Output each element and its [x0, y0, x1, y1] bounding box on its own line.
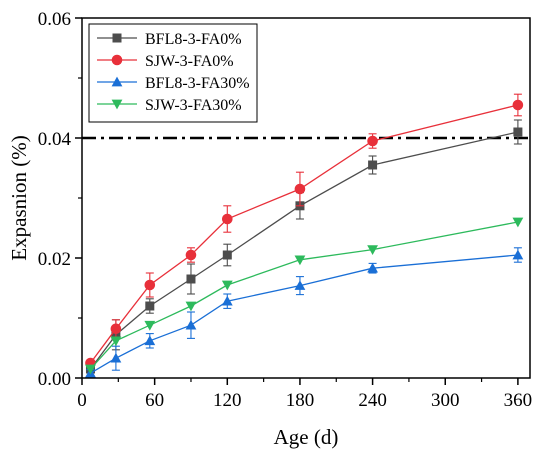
y-tick-label: 0.06 — [38, 9, 71, 30]
data-point — [294, 255, 306, 266]
x-tick-label: 300 — [431, 390, 460, 411]
data-point — [144, 320, 156, 331]
data-point — [512, 99, 524, 111]
legend-marker — [111, 54, 123, 66]
x-tick-label: 180 — [286, 390, 315, 411]
data-point — [294, 183, 306, 195]
series-1 — [85, 93, 524, 369]
legend: BFL8-3-FA0% SJW-3-FA0% BFL8-3-FA30% SJW-3-F… — [88, 23, 258, 123]
legend-label: SJW-3-FA0% — [145, 53, 234, 70]
data-point — [294, 280, 306, 290]
series-line — [89, 104, 519, 364]
data-point — [144, 335, 156, 346]
axis-ticks: 0 60 120 180 240 300 360 0.00 0.02 0.04 0.06 — [38, 9, 532, 411]
legend-marker — [111, 76, 123, 87]
data-point — [185, 301, 197, 312]
data-point — [222, 250, 232, 260]
series-3 — [85, 217, 524, 375]
plot-area — [82, 93, 530, 378]
data-point — [513, 127, 523, 137]
y-tick-label: 0.04 — [38, 129, 72, 150]
data-point — [512, 217, 524, 228]
data-point — [367, 262, 378, 273]
data-point — [186, 274, 196, 284]
data-point — [367, 245, 378, 255]
data-point — [221, 280, 233, 291]
data-point — [144, 279, 156, 291]
data-point — [185, 319, 197, 330]
legend-label: SJW-3-FA30% — [145, 97, 242, 114]
data-point — [368, 160, 378, 170]
data-point — [221, 213, 233, 225]
data-point — [221, 295, 233, 306]
data-point — [185, 249, 197, 261]
series-line — [90, 254, 518, 374]
series-line — [89, 131, 519, 370]
y-tick-label: 0.02 — [38, 249, 71, 270]
x-tick-label: 240 — [358, 390, 387, 411]
data-point — [512, 249, 524, 260]
x-tick-label: 360 — [504, 390, 533, 411]
legend-marker — [112, 33, 122, 43]
x-axis-title: Age (d) — [274, 425, 339, 449]
data-point — [367, 135, 378, 147]
series-0 — [85, 119, 523, 374]
data-point — [110, 323, 122, 335]
y-axis-title: Expasnion (%) — [7, 135, 31, 260]
data-point — [85, 364, 96, 375]
series-line — [89, 221, 519, 370]
legend-marker — [111, 99, 123, 110]
legend-label: BFL8-3-FA30% — [145, 75, 250, 92]
x-tick-label: 60 — [145, 390, 164, 411]
data-point — [110, 352, 122, 363]
x-tick-label: 120 — [213, 390, 242, 411]
legend-label: BFL8-3-FA0% — [145, 31, 242, 48]
y-tick-label: 0.00 — [38, 369, 71, 390]
x-tick-label: 0 — [77, 390, 87, 411]
data-point — [145, 301, 155, 311]
data-point — [110, 336, 122, 347]
